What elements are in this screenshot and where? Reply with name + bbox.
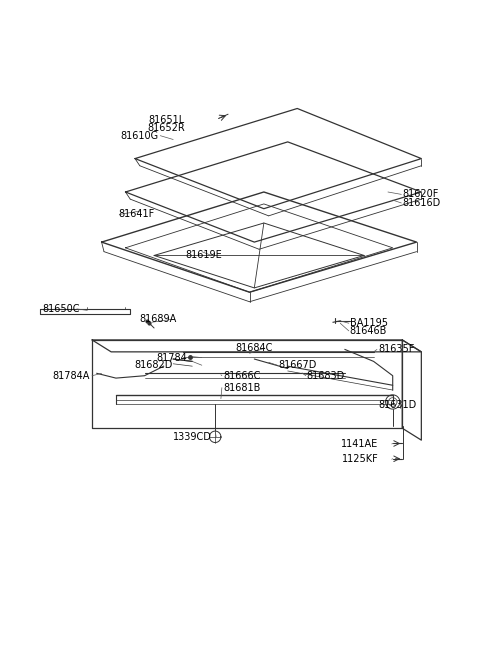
Text: 81683D: 81683D <box>307 371 345 380</box>
Text: BA1195: BA1195 <box>350 318 388 328</box>
Text: 81635F: 81635F <box>378 344 415 354</box>
Text: 81620F: 81620F <box>402 190 439 199</box>
Text: 81682D: 81682D <box>135 360 173 370</box>
Text: 81610G: 81610G <box>121 131 159 140</box>
Text: 1141AE: 1141AE <box>341 439 378 449</box>
Text: 81652R: 81652R <box>147 123 185 133</box>
Text: 81784: 81784 <box>157 352 188 363</box>
Text: 81681B: 81681B <box>223 382 261 393</box>
Text: 81684C: 81684C <box>235 343 273 353</box>
Text: 81666C: 81666C <box>223 371 261 380</box>
Text: 81619E: 81619E <box>185 251 222 260</box>
Text: 81689A: 81689A <box>140 314 177 325</box>
Text: 81650C: 81650C <box>42 304 80 314</box>
Text: 81641F: 81641F <box>118 209 155 219</box>
Text: 81631D: 81631D <box>378 400 417 410</box>
Text: 1339CD: 1339CD <box>172 432 211 441</box>
Text: 81616D: 81616D <box>402 198 441 208</box>
Text: 81646B: 81646B <box>350 326 387 336</box>
Text: 81651L: 81651L <box>149 115 185 125</box>
Text: 81784A: 81784A <box>52 371 90 380</box>
Text: 1125KF: 1125KF <box>342 454 378 464</box>
Text: 81667D: 81667D <box>278 360 316 370</box>
